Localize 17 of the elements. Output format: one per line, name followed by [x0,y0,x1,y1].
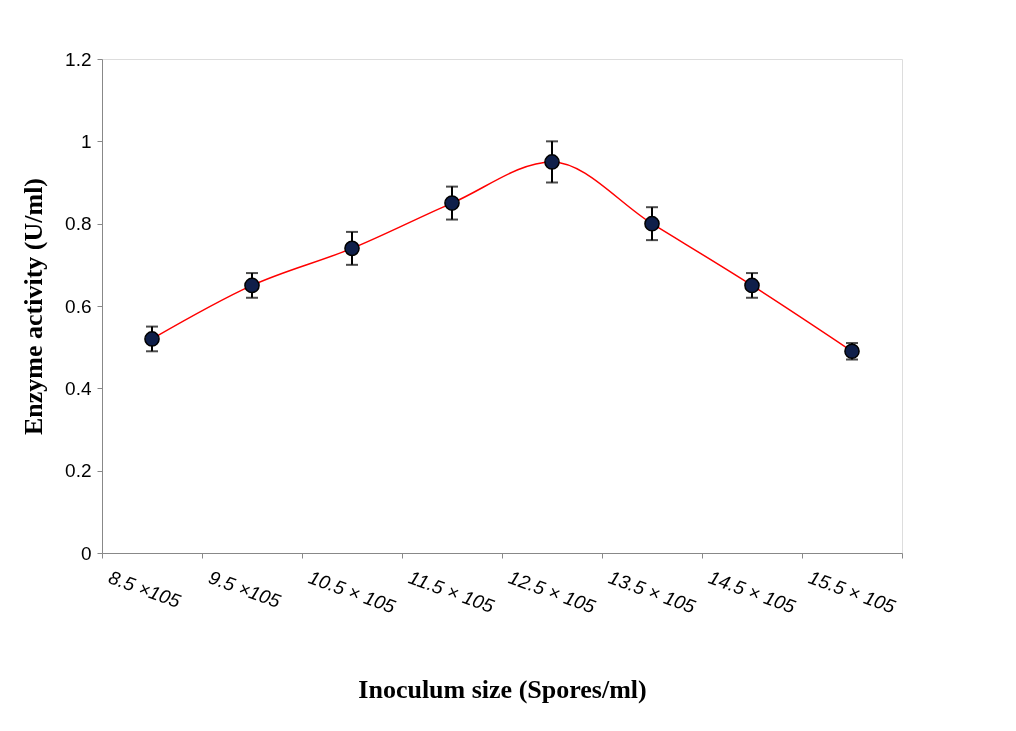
x-tick-label: 12.5 × 105 [506,566,599,618]
x-axis-title: Inoculum size (Spores/ml) [358,675,647,705]
y-tick-label: 0.4 [65,377,92,399]
x-tick-label: 14.5 × 105 [706,566,799,618]
x-tick-label: 10.5 × 105 [306,566,399,618]
y-tick-label: 0.2 [65,460,92,482]
x-tick-label: 8.5 ×105 [106,566,184,612]
y-tick-label: 0 [80,542,92,564]
x-tick-label: 13.5 × 105 [606,566,699,618]
y-axis-title: Enzyme activity (U/ml) [19,177,49,436]
x-tick-label: 11.5 × 105 [406,566,498,617]
x-tick-label: 9.5 ×105 [206,566,284,612]
y-tick-label: 0.8 [65,213,92,235]
y-tick-label: 1.2 [65,48,92,70]
y-tick-label: 1 [80,130,92,152]
y-tick-label: 0.6 [65,295,92,317]
x-tick-label: 15.5 × 105 [806,566,899,618]
